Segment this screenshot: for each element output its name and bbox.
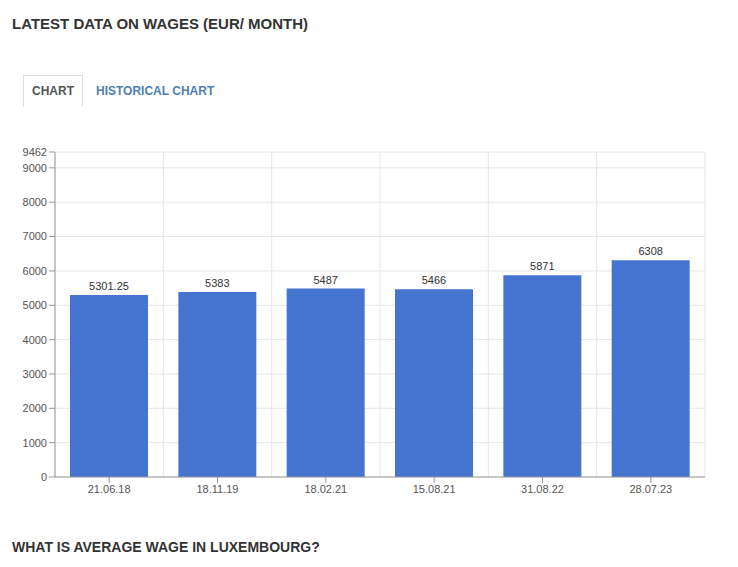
svg-text:15.08.21: 15.08.21 [413,483,456,495]
svg-text:9000: 9000 [23,162,47,174]
html-text:CHART: CHART [32,84,74,98]
svg-text:6308: 6308 [638,245,662,257]
html-text:WHAT IS AVERAGE WAGE IN LUXEMB: WHAT IS AVERAGE WAGE IN LUXEMBOURG? [12,539,320,555]
html-text:HISTORICAL CHART: HISTORICAL CHART [96,84,215,98]
html-text:LATEST DATA ON WAGES (EUR/ MON: LATEST DATA ON WAGES (EUR/ MONTH) [12,15,309,32]
svg-text:7000: 7000 [23,230,47,242]
svg-text:18.11.19: 18.11.19 [196,483,238,495]
svg-text:9462: 9462 [23,146,47,158]
svg-text:8000: 8000 [23,196,47,208]
svg-text:5466: 5466 [422,274,446,286]
svg-text:4000: 4000 [23,334,47,346]
svg-text:31.08.22: 31.08.22 [521,483,564,495]
svg-text:5487: 5487 [313,274,337,286]
svg-text:5383: 5383 [205,277,229,289]
svg-text:1000: 1000 [23,437,47,449]
svg-text:2000: 2000 [23,402,47,414]
svg-text:28.07.23: 28.07.23 [629,483,672,495]
svg-text:21.06.18: 21.06.18 [88,483,131,495]
svg-text:5871: 5871 [530,260,554,272]
svg-text:6000: 6000 [23,265,47,277]
svg-text:5000: 5000 [23,299,47,311]
svg-text:0: 0 [41,471,47,483]
svg-text:3000: 3000 [23,368,47,380]
svg-text:5301.25: 5301.25 [89,280,129,292]
svg-text:18.02.21: 18.02.21 [304,483,347,495]
